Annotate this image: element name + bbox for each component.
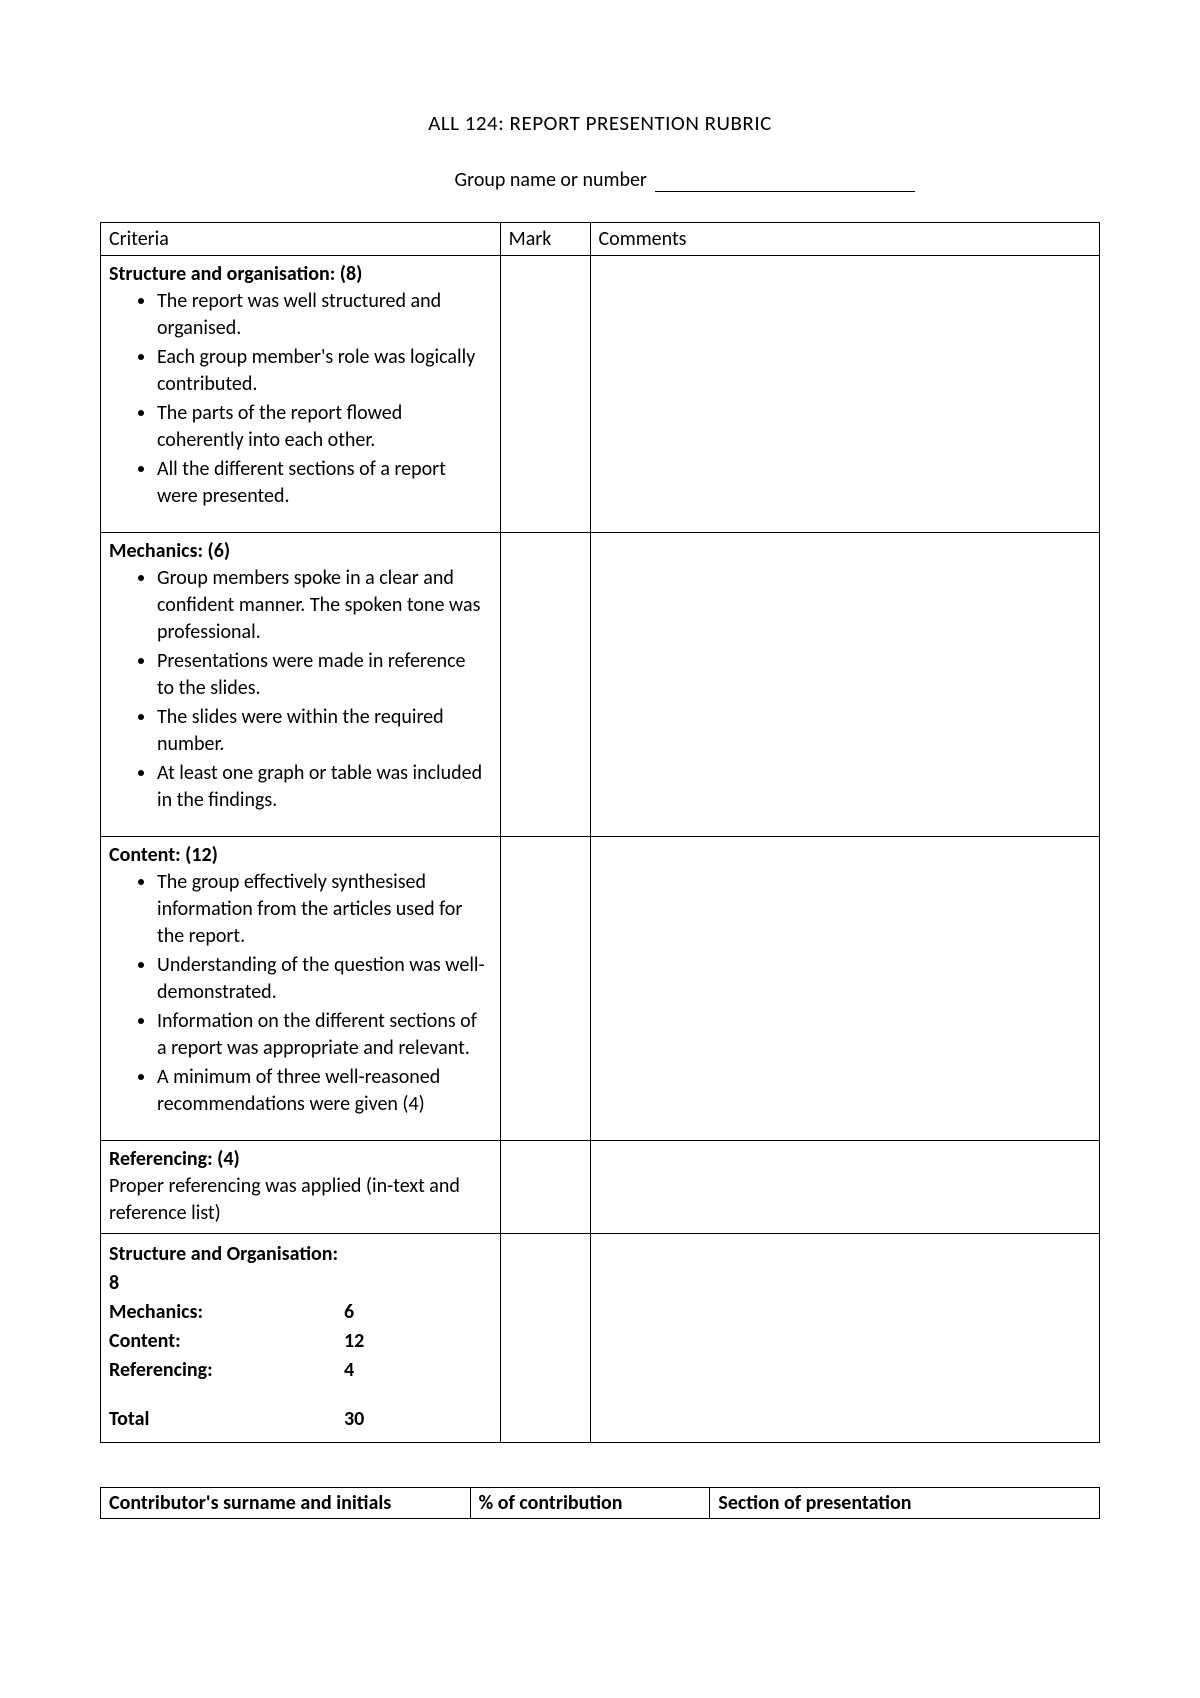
mark-summary[interactable] [500, 1234, 590, 1443]
group-name-line: Group name or number [270, 168, 1100, 192]
group-name-blank[interactable] [655, 191, 915, 192]
summary-total-label: Total [109, 1405, 344, 1434]
summary-value: 4 [344, 1356, 384, 1385]
list-item: Each group member's role was logically c… [157, 344, 492, 398]
structure-heading: Structure and organisation: (8) [109, 262, 492, 286]
header-mark: Mark [500, 223, 590, 256]
list-item: Understanding of the question was well-d… [157, 952, 492, 1006]
row-referencing: Referencing: (4) Proper referencing was … [101, 1141, 1100, 1234]
summary-value: 12 [344, 1327, 384, 1356]
summary-row: Content: 12 [109, 1327, 492, 1356]
list-item: At least one graph or table was included… [157, 760, 492, 814]
mechanics-bullets: Group members spoke in a clear and confi… [109, 565, 492, 814]
summary-total-value: 30 [344, 1405, 384, 1434]
contrib-header-section: Section of presentation [710, 1488, 1100, 1519]
comments-summary[interactable] [590, 1234, 1100, 1443]
comments-content[interactable] [590, 837, 1100, 1141]
mark-structure[interactable] [500, 256, 590, 533]
comments-mechanics[interactable] [590, 533, 1100, 837]
structure-bullets: The report was well structured and organ… [109, 288, 492, 510]
rubric-header-row: Criteria Mark Comments [101, 223, 1100, 256]
criteria-structure: Structure and organisation: (8) The repo… [101, 256, 501, 533]
summary-value [344, 1240, 384, 1298]
mark-referencing[interactable] [500, 1141, 590, 1234]
summary-label: Structure and Organisation: 8 [109, 1240, 344, 1298]
page-title: ALL 124: REPORT PRESENTION RUBRIC [100, 110, 1100, 136]
summary-value: 6 [344, 1298, 384, 1327]
mark-content[interactable] [500, 837, 590, 1141]
list-item: A minimum of three well-reasoned recomme… [157, 1064, 492, 1118]
summary-label: Content: [109, 1327, 344, 1356]
referencing-heading: Referencing: (4) [109, 1147, 492, 1171]
criteria-mechanics: Mechanics: (6) Group members spoke in a … [101, 533, 501, 837]
summary-total-row: Total 30 [109, 1405, 492, 1434]
list-item: The group effectively synthesised inform… [157, 869, 492, 950]
mark-mechanics[interactable] [500, 533, 590, 837]
comments-structure[interactable] [590, 256, 1100, 533]
contrib-header-name: Contributor's surname and initials [101, 1488, 471, 1519]
list-item: Presentations were made in reference to … [157, 648, 492, 702]
list-item: Group members spoke in a clear and confi… [157, 565, 492, 646]
content-bullets: The group effectively synthesised inform… [109, 869, 492, 1118]
header-criteria: Criteria [101, 223, 501, 256]
mechanics-heading: Mechanics: (6) [109, 539, 492, 563]
header-comments: Comments [590, 223, 1100, 256]
summary-label: Mechanics: [109, 1298, 344, 1327]
group-name-label: Group name or number [455, 168, 647, 192]
row-summary: Structure and Organisation: 8 Mechanics:… [101, 1234, 1100, 1443]
criteria-summary: Structure and Organisation: 8 Mechanics:… [101, 1234, 501, 1443]
comments-referencing[interactable] [590, 1141, 1100, 1234]
list-item: The slides were within the required numb… [157, 704, 492, 758]
summary-row: Referencing: 4 [109, 1356, 492, 1385]
list-item: The parts of the report flowed coherentl… [157, 400, 492, 454]
referencing-body: Proper referencing was applied (in-text … [109, 1173, 492, 1227]
criteria-content: Content: (12) The group effectively synt… [101, 837, 501, 1141]
list-item: All the different sections of a report w… [157, 456, 492, 510]
row-structure: Structure and organisation: (8) The repo… [101, 256, 1100, 533]
rubric-table: Criteria Mark Comments Structure and org… [100, 222, 1100, 1443]
contrib-header-percent: % of contribution [470, 1488, 710, 1519]
document-page: ALL 124: REPORT PRESENTION RUBRIC Group … [0, 0, 1200, 1519]
criteria-referencing: Referencing: (4) Proper referencing was … [101, 1141, 501, 1234]
summary-row: Mechanics: 6 [109, 1298, 492, 1327]
content-heading: Content: (12) [109, 843, 492, 867]
contributor-table: Contributor's surname and initials % of … [100, 1487, 1100, 1519]
row-mechanics: Mechanics: (6) Group members spoke in a … [101, 533, 1100, 837]
summary-row: Structure and Organisation: 8 [109, 1240, 492, 1298]
list-item: The report was well structured and organ… [157, 288, 492, 342]
contributor-header-row: Contributor's surname and initials % of … [101, 1488, 1100, 1519]
list-item: Information on the different sections of… [157, 1008, 492, 1062]
summary-label: Referencing: [109, 1356, 344, 1385]
row-content: Content: (12) The group effectively synt… [101, 837, 1100, 1141]
